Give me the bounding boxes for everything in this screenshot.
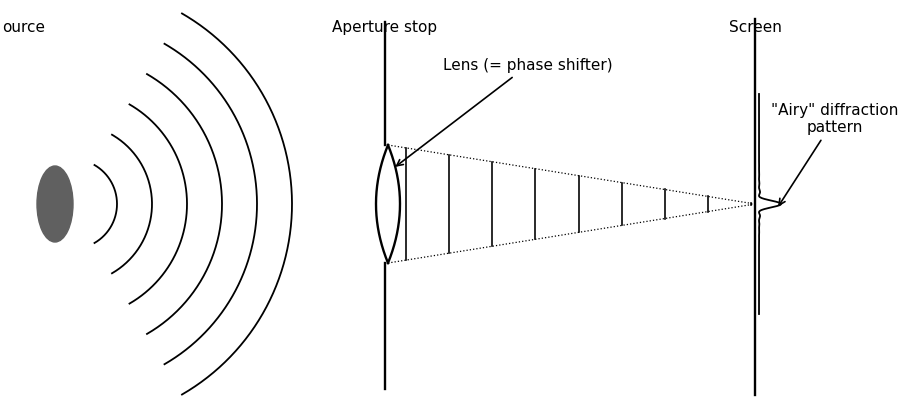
- Text: "Airy" diffraction
pattern: "Airy" diffraction pattern: [771, 103, 898, 205]
- Text: ource: ource: [2, 20, 45, 35]
- Text: Lens (= phase shifter): Lens (= phase shifter): [397, 58, 613, 166]
- Text: Aperture stop: Aperture stop: [332, 20, 438, 35]
- Ellipse shape: [37, 166, 73, 242]
- Text: Screen: Screen: [728, 20, 782, 35]
